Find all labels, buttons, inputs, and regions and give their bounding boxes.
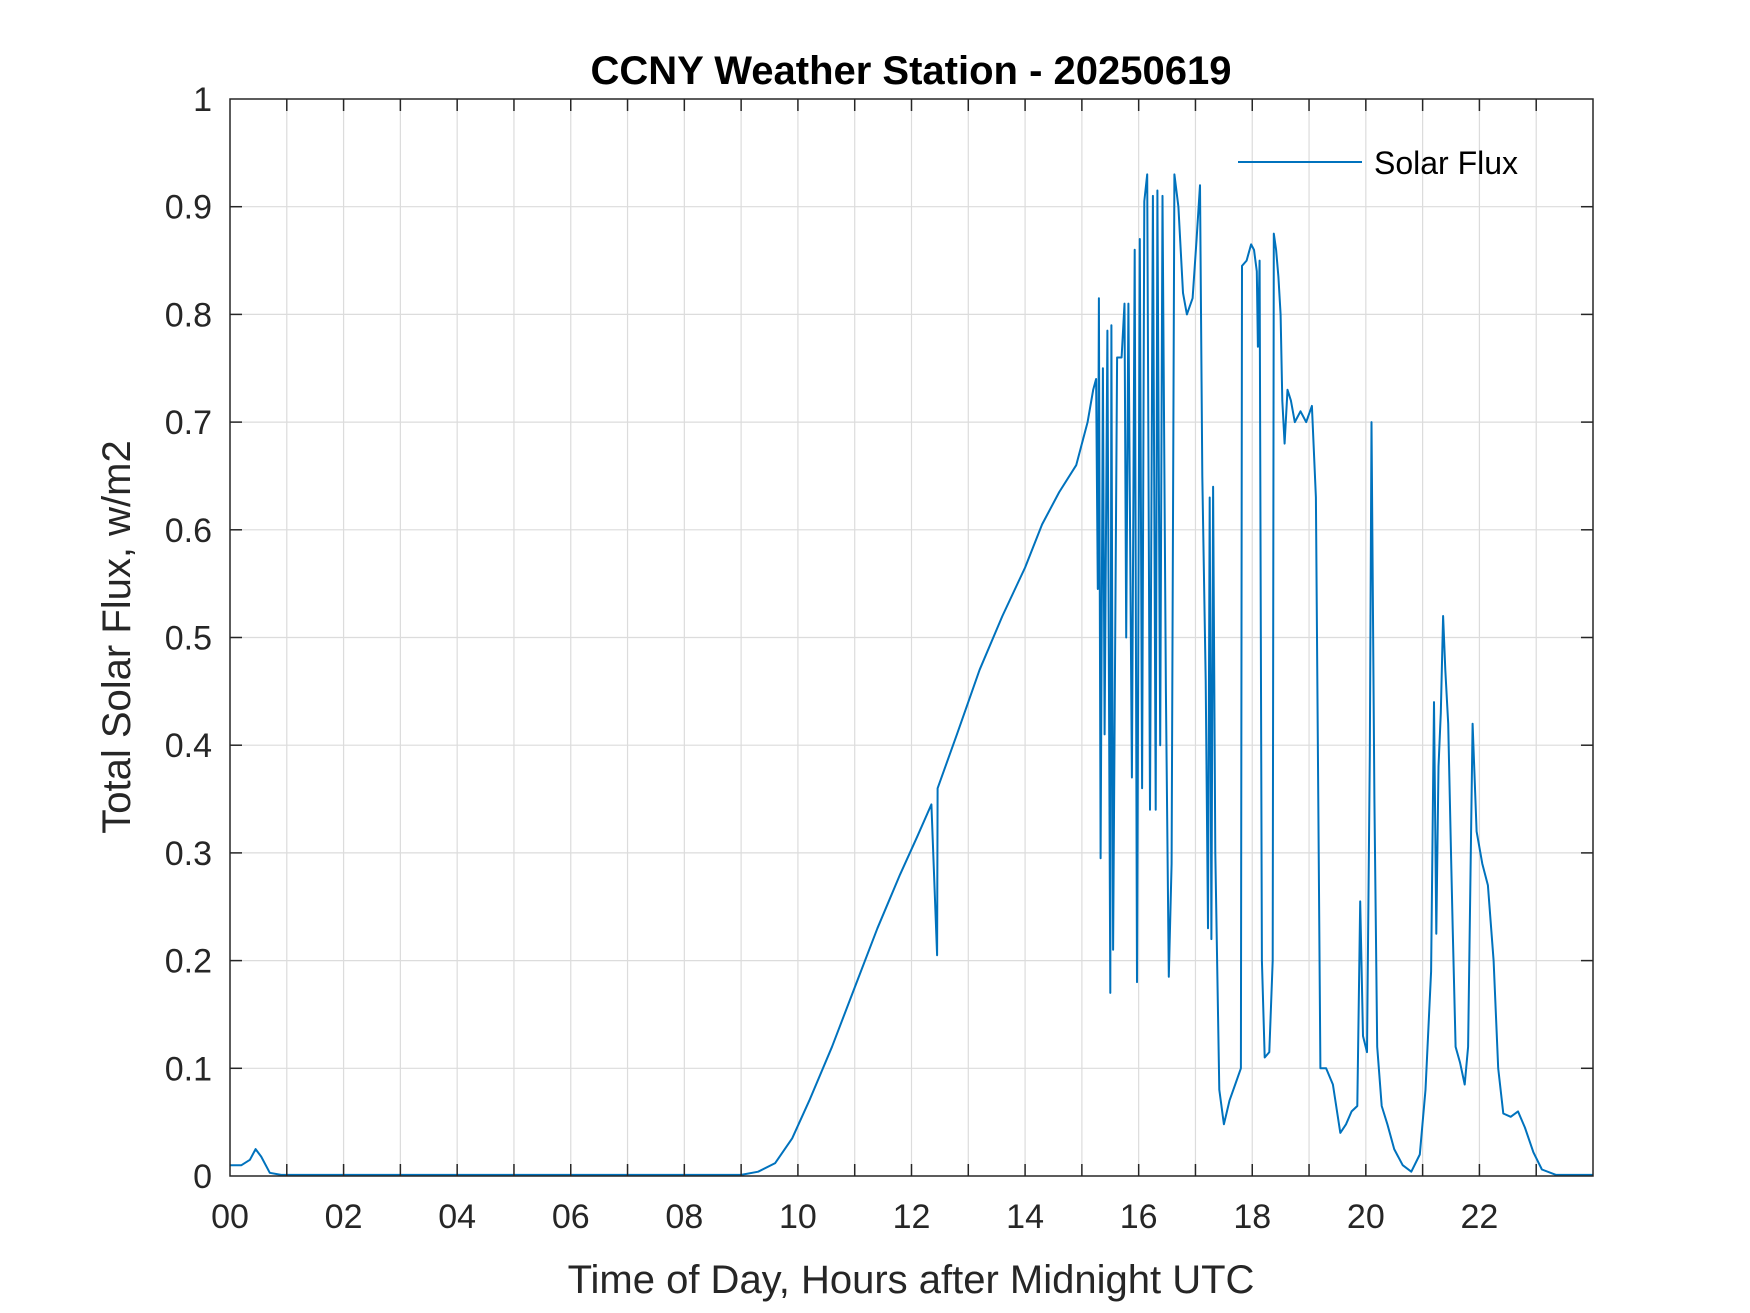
y-tick-label: 0.4: [165, 727, 212, 765]
series-line-solar-flux: [230, 173, 1593, 1176]
x-tick-label: 16: [1120, 1198, 1158, 1236]
legend-label-solar-flux: Solar Flux: [1374, 145, 1518, 181]
x-tick-label: 10: [779, 1198, 817, 1236]
y-tick-label: 0.6: [165, 512, 212, 550]
y-axis-label: Total Solar Flux, w/m2: [95, 440, 139, 833]
y-tick-label: 0.9: [165, 189, 212, 227]
x-tick-label: 00: [211, 1198, 249, 1236]
y-tick-label: 0.3: [165, 835, 212, 873]
x-tick-label: 02: [325, 1198, 363, 1236]
x-axis-label: Time of Day, Hours after Midnight UTC: [568, 1258, 1255, 1302]
chart-title: CCNY Weather Station - 20250619: [591, 49, 1232, 93]
x-tick-label: 12: [893, 1198, 931, 1236]
y-tick-label: 0.7: [165, 404, 212, 442]
x-tick-label: 22: [1461, 1198, 1499, 1236]
x-tick-label: 14: [1006, 1198, 1044, 1236]
x-tick-label: 08: [665, 1198, 703, 1236]
y-tick-label: 0.5: [165, 620, 212, 658]
ticks: 00 02 04 06 08 10 12 14 16 18 20 22 0 0.1 0.2 0.3 0.4 0.5…: [165, 81, 1593, 1236]
x-tick-label: 06: [552, 1198, 590, 1236]
x-tick-label: 20: [1347, 1198, 1385, 1236]
y-tick-label: 0.1: [165, 1050, 212, 1088]
y-tick-label: 1: [193, 81, 212, 119]
grid: [230, 99, 1593, 1176]
y-tick-label: 0.2: [165, 943, 212, 981]
series-layer: [230, 173, 1593, 1176]
x-tick-label: 18: [1233, 1198, 1271, 1236]
x-tick-label: 04: [438, 1198, 476, 1236]
y-tick-label: 0: [193, 1158, 212, 1196]
legend: Solar Flux: [1238, 145, 1518, 181]
y-tick-label: 0.8: [165, 296, 212, 334]
